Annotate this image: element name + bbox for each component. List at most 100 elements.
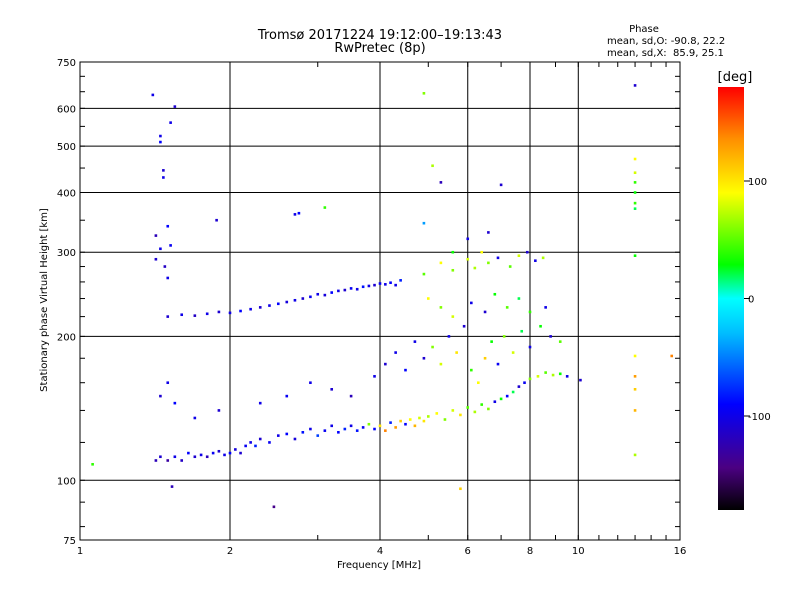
- data-point: [301, 431, 305, 434]
- data-point: [487, 407, 490, 411]
- data-point: [258, 401, 262, 405]
- data-point: [384, 283, 387, 286]
- data-point: [316, 292, 320, 296]
- data-point: [272, 505, 276, 509]
- data-point: [544, 306, 547, 309]
- data-point: [249, 441, 252, 444]
- data-point: [451, 315, 455, 318]
- data-point: [439, 306, 443, 309]
- data-point: [205, 312, 209, 316]
- data-point: [413, 340, 417, 343]
- data-point: [349, 424, 353, 428]
- x-tick-label: 10: [572, 546, 585, 557]
- data-point: [480, 403, 484, 406]
- data-point: [258, 437, 262, 441]
- data-point: [378, 424, 382, 428]
- data-point: [528, 377, 532, 381]
- data-point: [373, 283, 376, 287]
- data-point: [166, 276, 170, 280]
- data-point: [166, 224, 170, 228]
- data-point: [217, 409, 221, 412]
- data-point: [223, 453, 226, 457]
- colorbar-tick-label: -100: [748, 412, 771, 423]
- data-point: [480, 250, 484, 254]
- data-point: [173, 455, 177, 459]
- data-point: [162, 176, 165, 179]
- data-point: [276, 302, 280, 306]
- data-point: [422, 221, 426, 225]
- chart-title: Tromsø 20171224 19:12:00–19:13:43: [257, 28, 502, 43]
- data-point: [499, 183, 503, 187]
- data-point: [343, 427, 347, 431]
- data-point: [422, 272, 426, 276]
- x-tick-label: 6: [465, 546, 471, 557]
- data-point: [517, 254, 521, 258]
- points-layer: [91, 84, 674, 509]
- data-point: [228, 311, 232, 315]
- data-point: [451, 250, 455, 254]
- data-point: [297, 211, 301, 215]
- data-point: [502, 335, 506, 338]
- data-point: [426, 297, 430, 300]
- y-tick-label: 200: [57, 332, 76, 343]
- data-point: [309, 381, 312, 385]
- data-point: [558, 372, 562, 376]
- data-point: [499, 397, 503, 401]
- data-point: [523, 381, 526, 385]
- data-point: [422, 419, 426, 423]
- data-point: [633, 354, 637, 358]
- y-tick-label: 400: [57, 188, 76, 199]
- data-point: [249, 307, 252, 311]
- data-point: [633, 254, 637, 258]
- data-point: [355, 429, 359, 432]
- grid-layer: [80, 62, 680, 540]
- x-tick-label: 8: [527, 546, 533, 557]
- data-point: [268, 304, 271, 307]
- colorbar-tick-label: 0: [748, 295, 754, 306]
- data-point: [422, 92, 426, 95]
- colorbar-ticks: 100 0 -100: [744, 177, 771, 423]
- data-point: [180, 459, 184, 462]
- data-point: [517, 385, 521, 388]
- data-point: [254, 444, 257, 448]
- data-point: [404, 422, 407, 426]
- data-point: [431, 164, 434, 168]
- data-point: [483, 356, 487, 360]
- data-point: [633, 157, 637, 161]
- data-point: [154, 234, 158, 237]
- data-point: [633, 207, 637, 210]
- data-point: [154, 459, 158, 462]
- data-point: [633, 171, 637, 175]
- data-point: [330, 424, 334, 428]
- data-point: [239, 309, 242, 313]
- data-point: [443, 418, 447, 421]
- y-tick-label: 750: [57, 58, 76, 69]
- data-point: [169, 244, 172, 247]
- data-point: [408, 418, 412, 421]
- data-point: [493, 292, 497, 296]
- data-point: [162, 169, 165, 172]
- data-point: [459, 413, 462, 417]
- data-point: [394, 426, 397, 429]
- data-point: [217, 449, 221, 453]
- data-point: [633, 375, 637, 378]
- data-point: [228, 451, 232, 455]
- y-tick-label: 100: [57, 476, 76, 487]
- data-point: [528, 310, 532, 314]
- data-point: [309, 427, 312, 431]
- data-point: [151, 93, 155, 97]
- data-point: [496, 362, 500, 366]
- data-point: [316, 434, 320, 437]
- data-point: [404, 368, 407, 372]
- data-point: [473, 266, 477, 270]
- data-point: [565, 375, 569, 378]
- data-point: [285, 300, 289, 304]
- data-point: [367, 422, 371, 426]
- data-point: [330, 388, 334, 391]
- data-point: [389, 281, 392, 285]
- data-point: [239, 451, 242, 455]
- data-point: [285, 394, 289, 398]
- data-point: [477, 381, 480, 385]
- y-tick-label: 600: [57, 104, 76, 115]
